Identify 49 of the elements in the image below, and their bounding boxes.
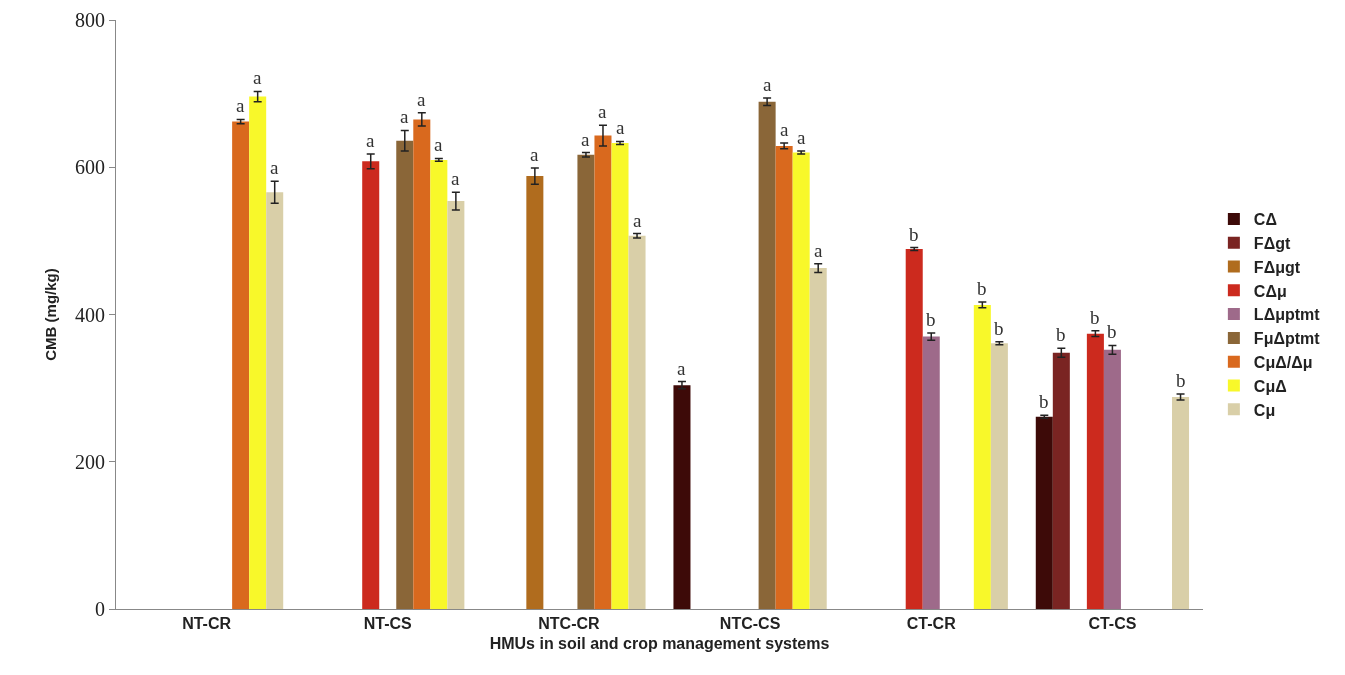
x-tick-label: NTC-CR bbox=[538, 615, 601, 633]
data-label: b bbox=[994, 318, 1004, 339]
legend-label: Cμ bbox=[1253, 401, 1276, 419]
data-label: a bbox=[797, 127, 806, 148]
data-label: a bbox=[236, 95, 245, 116]
data-label: b bbox=[926, 309, 936, 330]
data-label: a bbox=[814, 240, 823, 261]
data-label: b bbox=[1039, 391, 1049, 412]
legend-label: LΔμptmt bbox=[1253, 306, 1321, 324]
x-tick-label: CT-CR bbox=[906, 615, 957, 633]
data-label: a bbox=[677, 358, 686, 379]
legend-label: CΔμ bbox=[1253, 282, 1287, 300]
data-label: b bbox=[1090, 307, 1100, 328]
x-axis-title: HMUs in soil and crop management systems bbox=[489, 634, 830, 652]
data-label: b bbox=[977, 278, 987, 299]
x-tick-label: CT-CS bbox=[1088, 615, 1137, 633]
y-axis-title: CMB (mg/kg) bbox=[42, 268, 60, 361]
legend-label: CμΔ/Δμ bbox=[1253, 353, 1313, 371]
data-label: a bbox=[780, 119, 789, 140]
x-tick-label: NTC-CS bbox=[719, 615, 781, 633]
legend-label: FμΔptmt bbox=[1253, 330, 1321, 348]
y-tick-label: 0 bbox=[95, 598, 105, 620]
data-label: a bbox=[616, 117, 625, 138]
y-tick-label: 400 bbox=[75, 303, 105, 326]
data-label: b bbox=[1107, 321, 1117, 342]
data-label: b bbox=[1056, 324, 1066, 345]
y-tick-label: 200 bbox=[75, 450, 105, 473]
y-tick-label: 600 bbox=[75, 156, 105, 179]
data-label: a bbox=[581, 129, 590, 150]
data-label: b bbox=[1176, 370, 1186, 391]
data-label: a bbox=[451, 168, 460, 189]
data-label: a bbox=[434, 134, 443, 155]
data-label: b bbox=[909, 224, 919, 245]
data-label: a bbox=[763, 74, 772, 95]
legend-label: FΔμgt bbox=[1253, 258, 1301, 276]
legend-label: FΔgt bbox=[1253, 234, 1291, 252]
x-tick-label: NT-CS bbox=[363, 615, 413, 633]
data-label: a bbox=[253, 67, 262, 88]
y-tick-label: 800 bbox=[75, 9, 105, 31]
legend-label: CΔ bbox=[1253, 211, 1277, 229]
x-tick-label: NT-CR bbox=[182, 615, 232, 633]
data-label: a bbox=[530, 144, 539, 165]
data-label: a bbox=[598, 101, 607, 122]
data-label: a bbox=[633, 210, 642, 231]
legend-label: CμΔ bbox=[1253, 377, 1287, 395]
data-label: a bbox=[270, 157, 279, 178]
data-label: a bbox=[366, 130, 375, 151]
data-label: a bbox=[417, 89, 426, 110]
data-label: a bbox=[400, 106, 409, 127]
